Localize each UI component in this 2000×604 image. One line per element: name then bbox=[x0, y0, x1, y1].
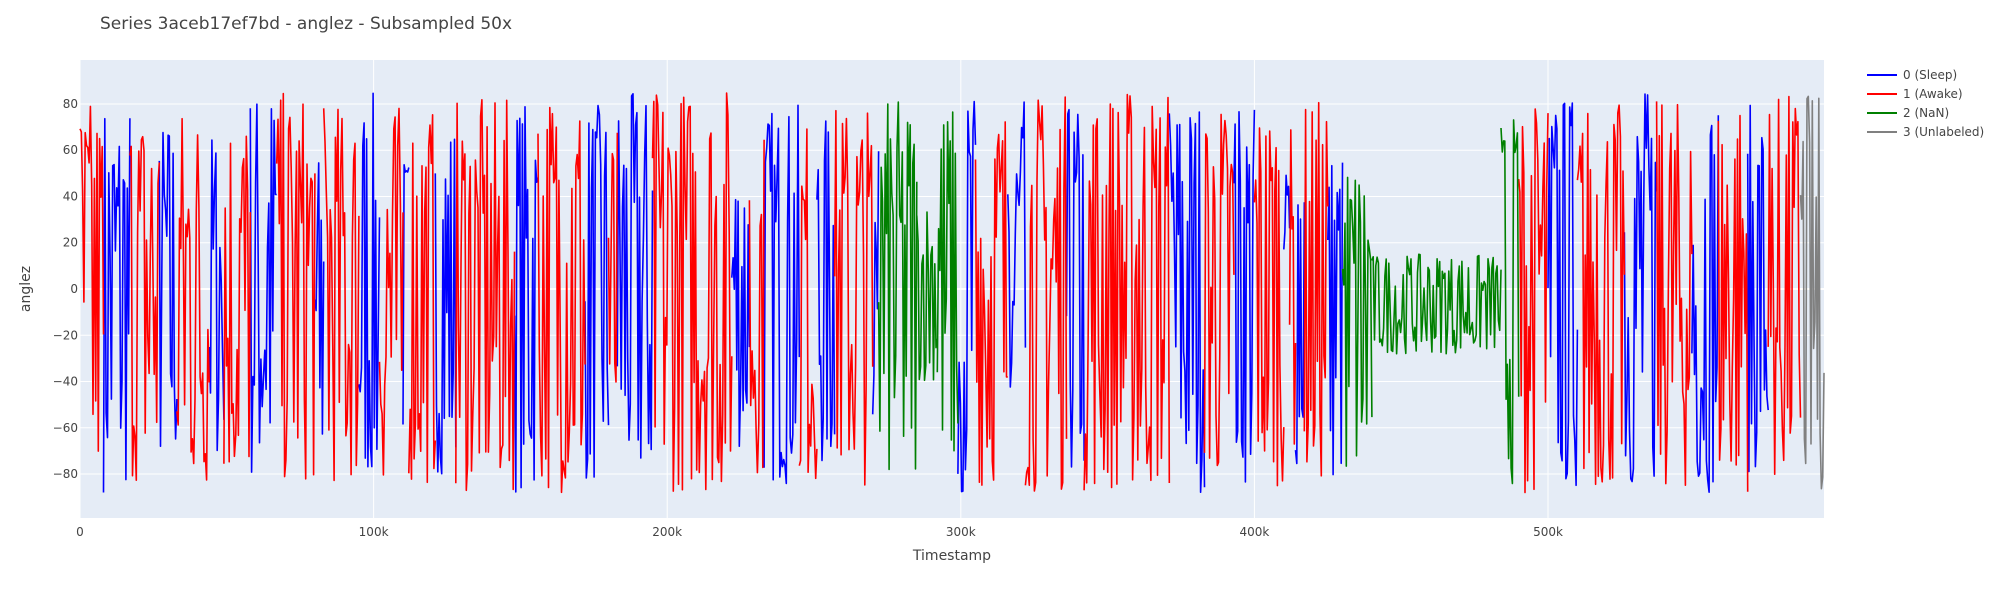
series-1-segment-13 bbox=[798, 128, 818, 480]
series-0-segment-15 bbox=[957, 100, 977, 493]
series-1-segment-7 bbox=[408, 114, 437, 484]
series-0-segment-10 bbox=[616, 93, 654, 459]
y-axis-title: anglez bbox=[18, 266, 34, 312]
series-0-segment-14 bbox=[871, 151, 880, 415]
series-1-segment-11 bbox=[651, 92, 733, 492]
series-0 bbox=[102, 92, 1769, 493]
y-tick-label-5: −20 bbox=[53, 328, 78, 342]
series-1-segment-2 bbox=[176, 117, 210, 481]
series-2-segment-0 bbox=[877, 101, 918, 471]
series-1-segment-19 bbox=[1253, 127, 1285, 487]
y-tick-label-7: −60 bbox=[53, 421, 78, 435]
series-0-segment-4 bbox=[314, 162, 325, 435]
legend-item-1[interactable]: 1 (Awake) bbox=[1867, 87, 1963, 101]
legend-label-0: 0 (Sleep) bbox=[1903, 68, 1957, 82]
y-tick-label-6: −40 bbox=[53, 375, 78, 389]
y-axis-ticks: 80 60 40 20 0 −20 −40 −60 −80 bbox=[53, 97, 78, 481]
legend[interactable]: 0 (Sleep) 1 (Awake) 2 (NaN) 3 (Unlabeled) bbox=[1867, 68, 1984, 139]
series-0-segment-26 bbox=[1746, 104, 1769, 473]
y-tick-label-3: 20 bbox=[63, 236, 78, 250]
series-0-segment-24 bbox=[1623, 93, 1658, 483]
series-1-segment-25 bbox=[1717, 114, 1749, 492]
series-1-segment-10 bbox=[607, 132, 619, 383]
series-2-segment-3 bbox=[1341, 176, 1373, 467]
legend-item-3[interactable]: 3 (Unlabeled) bbox=[1867, 125, 1984, 139]
series-0-segment-16 bbox=[1007, 101, 1027, 388]
series-1-segment-20 bbox=[1288, 129, 1297, 445]
series-0-segment-5 bbox=[358, 92, 381, 468]
series-1-segment-23 bbox=[1576, 104, 1626, 486]
series-1-segment-15 bbox=[974, 121, 1008, 486]
x-tick-label-1: 100k bbox=[359, 525, 389, 539]
x-tick-label-5: 500k bbox=[1533, 525, 1563, 539]
series-0-segment-3 bbox=[249, 103, 277, 473]
legend-label-1: 1 (Awake) bbox=[1903, 87, 1963, 101]
series-0-segment-18 bbox=[1168, 111, 1206, 493]
series-1 bbox=[79, 92, 1802, 494]
x-tick-label-0: 0 bbox=[76, 525, 84, 539]
series-0-segment-19 bbox=[1233, 109, 1256, 483]
series-0-segment-20 bbox=[1283, 174, 1291, 250]
y-tick-label-0: 80 bbox=[63, 97, 78, 111]
series-1-segment-12 bbox=[748, 139, 765, 474]
x-axis-title: Timestamp bbox=[912, 548, 991, 564]
series-2-segment-1 bbox=[916, 211, 939, 382]
y-tick-label-2: 40 bbox=[63, 189, 78, 203]
series-2-segment-2 bbox=[936, 111, 959, 452]
chart-title: Series 3aceb17ef7bd - anglez - Subsample… bbox=[100, 14, 512, 34]
series-1-segment-18 bbox=[1203, 113, 1235, 467]
legend-item-2[interactable]: 2 (NaN) bbox=[1867, 106, 1949, 120]
series-0-segment-0 bbox=[102, 117, 131, 493]
series-1-segment-14 bbox=[833, 109, 874, 486]
x-tick-label-3: 300k bbox=[946, 525, 976, 539]
series-3 bbox=[1799, 95, 1825, 490]
series-0-segment-2 bbox=[208, 139, 225, 452]
legend-label-3: 3 (Unlabeled) bbox=[1903, 125, 1984, 139]
series-1-segment-9 bbox=[537, 106, 586, 494]
y-tick-label-1: 60 bbox=[63, 143, 78, 157]
series-1-segment-26 bbox=[1767, 95, 1802, 475]
series-2-segment-4 bbox=[1371, 253, 1502, 355]
series-0-segment-12 bbox=[763, 104, 801, 485]
x-axis-ticks: 0 100k 200k 300k 400k 500k bbox=[76, 525, 1563, 539]
series-0-segment-11 bbox=[731, 198, 751, 447]
legend-item-0[interactable]: 0 (Sleep) bbox=[1867, 68, 1957, 82]
series-2 bbox=[877, 101, 1520, 485]
series-0-segment-9 bbox=[584, 104, 610, 479]
series-0-segment-13 bbox=[816, 120, 836, 462]
series-0-segment-22 bbox=[1327, 162, 1344, 476]
series-0-segment-25 bbox=[1691, 115, 1720, 493]
series-1-segment-21 bbox=[1303, 101, 1329, 477]
series-1-segment-16 bbox=[1024, 96, 1068, 492]
series-1-segment-5 bbox=[322, 108, 360, 482]
series-lines bbox=[79, 92, 1825, 494]
series-1-segment-0 bbox=[79, 105, 105, 452]
y-tick-label-8: −80 bbox=[53, 467, 78, 481]
series-1-segment-1 bbox=[129, 135, 161, 481]
series-0-segment-23 bbox=[1547, 102, 1579, 487]
series-0-segment-17 bbox=[1065, 108, 1085, 468]
series-0-segment-21 bbox=[1294, 202, 1306, 465]
series-1-segment-17 bbox=[1083, 93, 1171, 491]
x-tick-label-2: 200k bbox=[652, 525, 682, 539]
series-1-segment-4 bbox=[275, 92, 316, 480]
series-0-segment-1 bbox=[158, 131, 178, 447]
series-1-segment-22 bbox=[1517, 108, 1549, 494]
series-3-segment-0 bbox=[1799, 95, 1825, 490]
series-0-segment-8 bbox=[513, 106, 539, 493]
y-tick-label-4: 0 bbox=[70, 282, 78, 296]
series-1-segment-24 bbox=[1655, 101, 1693, 486]
series-0-segment-7 bbox=[434, 138, 457, 475]
x-tick-label-4: 400k bbox=[1239, 525, 1269, 539]
series-1-segment-8 bbox=[455, 99, 516, 492]
legend-label-2: 2 (NaN) bbox=[1903, 106, 1949, 120]
series-0-segment-6 bbox=[402, 164, 410, 425]
series-2-segment-5 bbox=[1500, 119, 1520, 485]
series-1-segment-3 bbox=[223, 135, 252, 464]
series-1-segment-6 bbox=[378, 107, 404, 476]
